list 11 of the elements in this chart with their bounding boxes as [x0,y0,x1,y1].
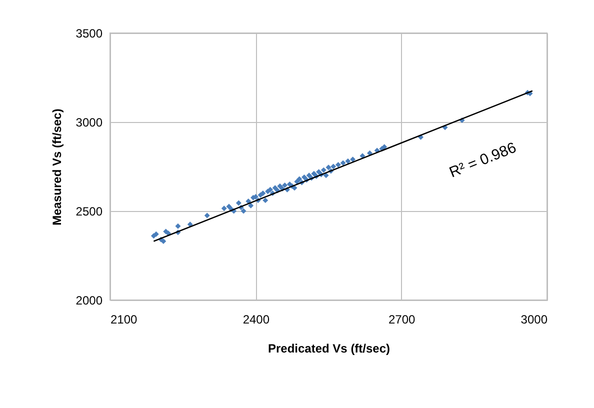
x-axis-title: Predicated Vs (ft/sec) [268,342,390,356]
x-tick-label: 3000 [520,312,548,326]
x-tick-label: 2700 [388,312,416,326]
y-tick-label: 2500 [76,204,103,218]
y-axis-title: Measured Vs (ft/sec) [50,108,64,226]
y-tick-label: 3500 [76,26,103,40]
y-tick-label: 2000 [76,294,103,308]
x-tick-label: 2400 [242,312,270,326]
x-tick-label: 2100 [110,312,138,326]
annotation: R² = 0.986 [447,139,519,182]
y-tick-label: 3000 [76,116,103,130]
